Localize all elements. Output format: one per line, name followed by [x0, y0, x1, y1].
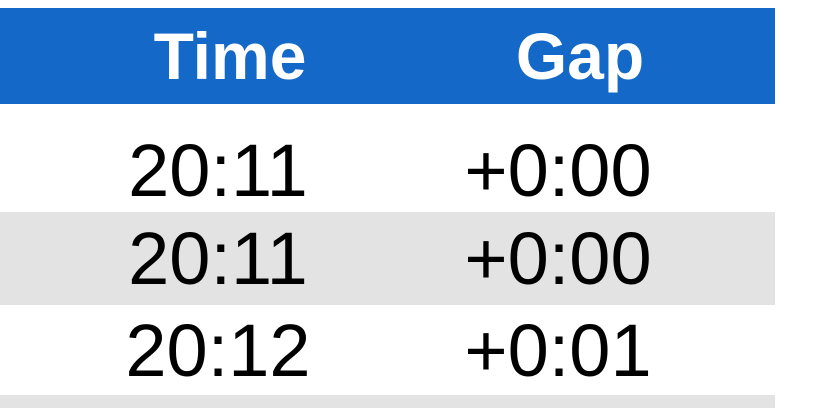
table-cell: 20:11 [128, 217, 308, 300]
table-cell: +0:01 [464, 308, 652, 392]
table-cell: 20:11 [128, 128, 308, 212]
table-cell: 20:12 [125, 308, 311, 392]
row-band [0, 395, 775, 408]
row-band [0, 212, 775, 305]
row-band [0, 104, 775, 212]
table-cell: +0:00 [464, 128, 652, 212]
table-cell: +0:00 [464, 217, 652, 300]
row-band [0, 305, 775, 395]
header-band [0, 8, 775, 104]
header-cell: Time [153, 19, 307, 93]
header-cell: Gap [515, 19, 645, 93]
